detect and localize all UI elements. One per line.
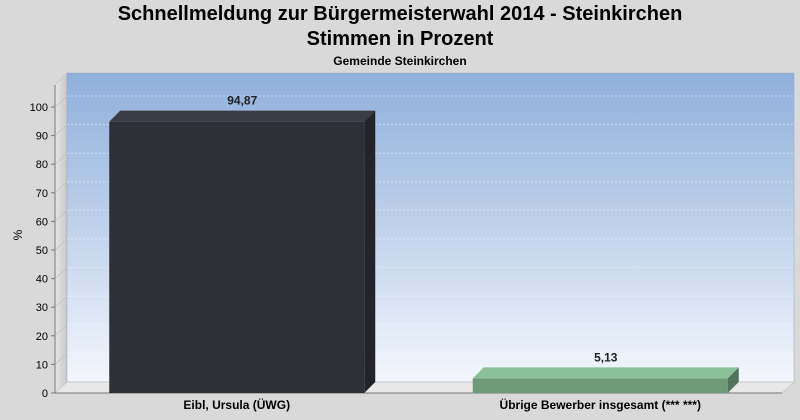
bar-top xyxy=(109,110,376,122)
y-tick-label: 0 xyxy=(42,388,48,400)
y-tick-label: 80 xyxy=(36,159,48,171)
y-axis-label: % xyxy=(11,229,25,240)
gridline xyxy=(54,238,68,251)
y-tick-label: 20 xyxy=(36,331,48,343)
gridline xyxy=(54,295,68,308)
bar-value-label: 5,13 xyxy=(594,350,618,364)
gridline xyxy=(54,124,68,136)
gridline xyxy=(54,324,68,337)
y-tick-label: 10 xyxy=(36,359,48,371)
y-tick-label: 50 xyxy=(36,245,48,257)
y-tick-label: 40 xyxy=(36,274,48,286)
gridline xyxy=(54,152,68,165)
bar xyxy=(472,378,728,393)
chart-subtitle: Gemeinde Steinkirchen xyxy=(333,54,467,68)
bar-side xyxy=(364,110,376,393)
y-tick-label: 30 xyxy=(36,302,48,314)
y-tick-label: 60 xyxy=(36,216,48,228)
bar-value-label: 94,87 xyxy=(227,94,257,108)
x-tick-label: Eibl, Ursula (ÜWG) xyxy=(183,397,290,412)
chart-title: Schnellmeldung zur Bürgermeisterwahl 201… xyxy=(117,3,683,25)
gridline xyxy=(54,95,68,108)
y-tick-label: 70 xyxy=(36,188,48,200)
y-tick-label: 90 xyxy=(36,131,48,143)
gridline xyxy=(54,210,68,222)
gridline xyxy=(54,181,68,194)
bar xyxy=(109,121,365,393)
bar-top xyxy=(472,367,739,379)
gridline xyxy=(54,267,68,279)
side-wall xyxy=(54,72,68,394)
y-tick-label: 100 xyxy=(30,102,48,114)
x-tick-label: Übrige Bewerber insgesamt (*** ***) xyxy=(500,397,701,412)
gridline xyxy=(54,353,68,365)
bar-side xyxy=(727,367,739,393)
chart-title-line-2: Stimmen in Prozent xyxy=(306,28,494,50)
